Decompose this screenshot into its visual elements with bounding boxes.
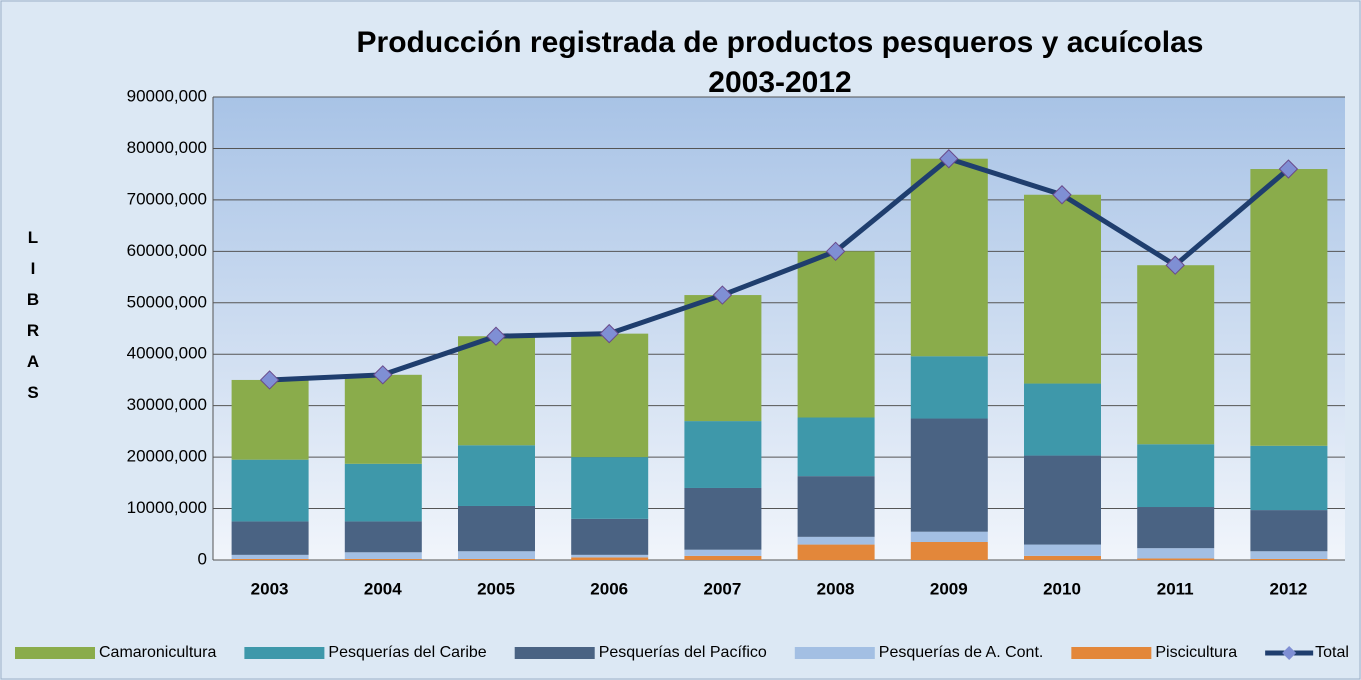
total-marker	[259, 370, 280, 390]
bar-segment	[1250, 558, 1328, 560]
x-tick-label: 2007	[703, 579, 741, 598]
x-tick-label: 2006	[590, 579, 628, 598]
bar-segment	[1137, 265, 1215, 445]
bar-segment	[1137, 548, 1215, 559]
bar-segment	[344, 463, 422, 522]
x-tick-label: 2008	[817, 579, 855, 598]
chart-title: 2003-2012	[708, 66, 851, 99]
bar-segment	[571, 457, 649, 519]
bar-segment	[910, 531, 988, 542]
bar-segment	[797, 417, 875, 477]
chart-title: Producción registrada de productos pesqu…	[357, 26, 1204, 59]
bar-segment	[797, 536, 875, 545]
bar-segment	[1024, 383, 1101, 456]
y-tick-label: 30000,000	[127, 395, 207, 414]
bar-segment	[1137, 558, 1215, 560]
legend-swatch	[1282, 646, 1297, 660]
total-marker	[1052, 185, 1072, 205]
legend-label: Camaronicultura	[99, 644, 216, 661]
bar-segment	[797, 476, 875, 537]
bar-segment	[910, 158, 988, 357]
x-tick-label: 2003	[251, 579, 289, 598]
y-tick-label: 80000,000	[127, 138, 207, 157]
legend-swatch	[794, 647, 875, 659]
total-marker	[939, 149, 959, 169]
bar-segment	[231, 558, 309, 560]
bar-segment	[458, 505, 535, 552]
x-tick-label: 2005	[477, 579, 515, 598]
legend-label: Pesquerías del Pacífico	[599, 644, 767, 661]
total-marker	[1165, 255, 1185, 275]
bar-segment	[684, 549, 762, 556]
x-tick-label: 2009	[930, 579, 968, 598]
total-marker	[486, 326, 506, 346]
y-tick-label: 20000,000	[127, 447, 207, 466]
bar-segment	[458, 551, 535, 559]
bar-segment	[458, 558, 535, 560]
legend-swatch	[1071, 647, 1152, 659]
total-marker	[825, 241, 846, 262]
bar-segment	[797, 251, 875, 418]
bar-segment	[1137, 507, 1215, 549]
bar-segment	[1024, 544, 1101, 556]
total-marker	[373, 365, 393, 385]
bar-segment	[1250, 445, 1328, 511]
bar-segment	[231, 459, 309, 522]
bar-segment	[571, 554, 649, 558]
bar-segment	[458, 336, 535, 446]
x-tick-label: 2012	[1269, 579, 1307, 598]
bar-segment	[571, 557, 649, 560]
bar-segment	[344, 521, 422, 553]
y-tick-label: 70000,000	[127, 189, 207, 208]
bar-segment	[1250, 510, 1328, 552]
y-tick-label: 40000,000	[127, 344, 207, 363]
bar-segment	[344, 558, 422, 560]
y-axis-label: LIBRAS	[26, 228, 40, 402]
bar-segment	[231, 379, 309, 460]
x-tick-label: 2004	[364, 579, 402, 598]
legend-swatch	[514, 647, 595, 659]
legend-swatch	[244, 647, 325, 659]
bar-segment	[344, 552, 422, 559]
bar-segment	[910, 418, 988, 532]
bar-segment	[684, 421, 762, 488]
x-tick-label: 2011	[1157, 579, 1194, 598]
bar-segment	[1024, 194, 1101, 384]
bar-segment	[910, 541, 988, 560]
legend-label: Total	[1315, 644, 1349, 661]
legend-label: Pesquerías del Caribe	[328, 644, 486, 661]
y-tick-label: 50000,000	[127, 292, 207, 311]
y-tick-label: 90000,000	[127, 86, 207, 105]
x-tick-label: 2010	[1043, 579, 1081, 598]
bar-segment	[1137, 444, 1215, 508]
y-tick-label: 60000,000	[127, 241, 207, 260]
bar-segment	[458, 445, 535, 506]
bar-segment	[344, 374, 422, 464]
bar-segment	[231, 521, 309, 555]
y-tick-label: 0	[198, 549, 207, 568]
bar-segment	[910, 356, 988, 419]
bar-segment	[684, 555, 762, 560]
bar-segment	[231, 554, 309, 559]
legend-label: Piscicultura	[1155, 644, 1237, 661]
bar-segment	[1024, 455, 1101, 545]
bar-segment	[684, 295, 762, 422]
total-line	[269, 156, 1291, 383]
bar-segment	[797, 544, 875, 560]
bar-segment	[1024, 555, 1101, 560]
y-tick-label: 10000,000	[127, 498, 207, 517]
legend-label: Pesquerías de A. Cont.	[879, 644, 1044, 661]
bar-segment	[571, 518, 649, 555]
bar-segment	[571, 333, 649, 458]
total-marker	[599, 323, 619, 344]
total-marker	[712, 285, 733, 305]
total-marker	[1278, 159, 1299, 179]
bar-segment	[684, 487, 762, 550]
bar-segment	[1250, 551, 1328, 559]
bar-segment	[1250, 169, 1328, 446]
legend-swatch	[15, 647, 95, 659]
